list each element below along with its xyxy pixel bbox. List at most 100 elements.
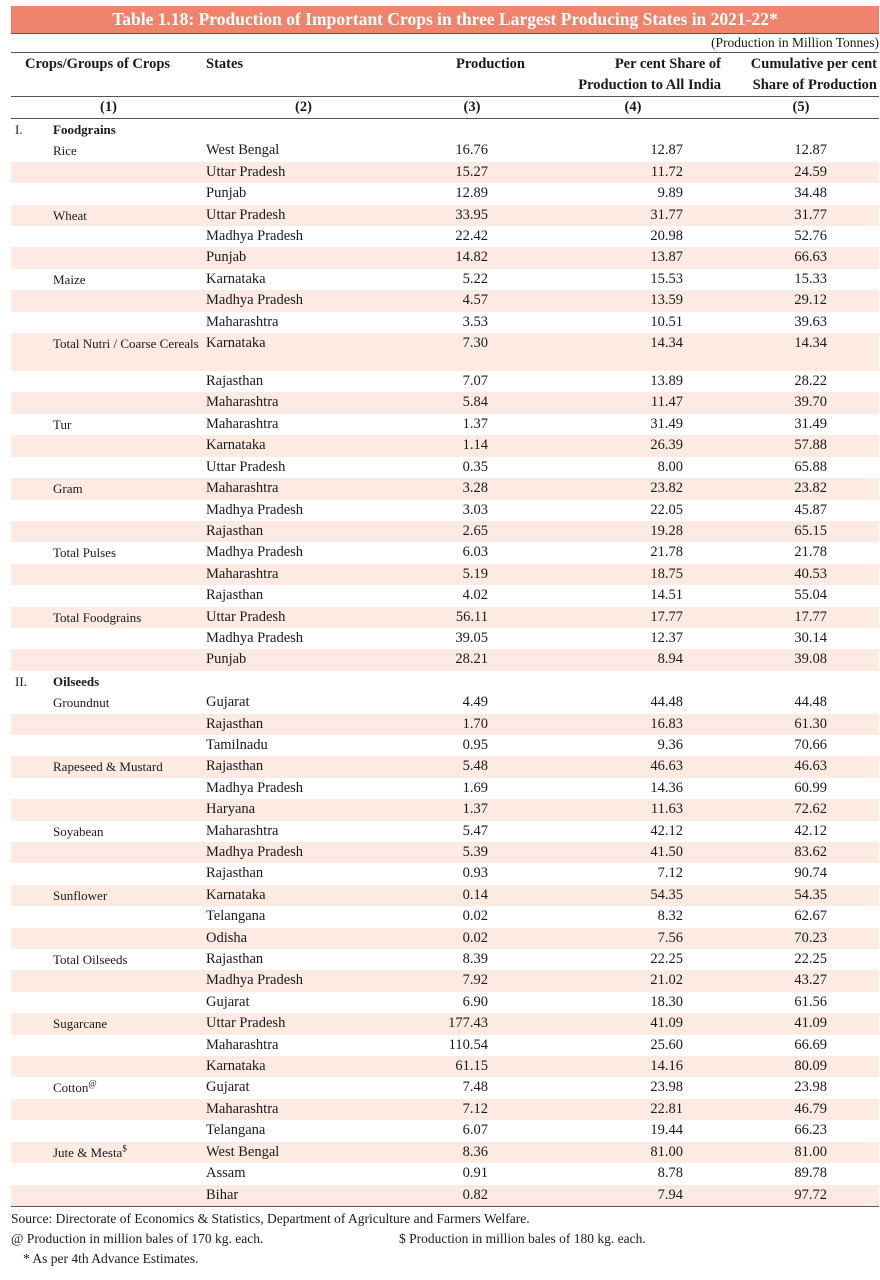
state-name: Madhya Pradesh bbox=[206, 290, 401, 312]
header-num-5: (5) bbox=[723, 96, 879, 119]
production-value: 5.39 bbox=[401, 842, 543, 864]
cumulative-value: 39.70 bbox=[723, 392, 879, 414]
production-value: 7.92 bbox=[401, 970, 543, 992]
table-row: Maharashtra 5.19 18.75 40.53 bbox=[11, 563, 879, 586]
cumulative-value: 31.49 bbox=[794, 415, 827, 432]
jute-footnote: $ Production in million bales of 180 kg.… bbox=[399, 1230, 646, 1246]
crop-name bbox=[11, 842, 206, 864]
production-value: 6.90 bbox=[462, 993, 488, 1010]
share-value: 7.12 bbox=[657, 865, 683, 882]
share-value: 7.94 bbox=[543, 1184, 723, 1207]
share-value: 22.25 bbox=[650, 951, 683, 968]
crop-name bbox=[11, 457, 206, 478]
table-row: Madhya Pradesh 7.92 21.02 43.27 bbox=[11, 970, 879, 992]
header-share: Per cent Share of Production to All Indi… bbox=[543, 52, 723, 97]
production-value: 3.03 bbox=[462, 501, 488, 518]
header-cumulative: Cumulative per cent Share of Production bbox=[723, 52, 879, 97]
crop-name bbox=[11, 927, 206, 950]
share-value: 14.16 bbox=[543, 1056, 723, 1078]
crop-name bbox=[11, 161, 206, 184]
state-name: Maharashtra bbox=[206, 1098, 401, 1121]
table-container: Table 1.18: Production of Important Crop… bbox=[11, 0, 879, 1269]
state-name: Madhya Pradesh bbox=[206, 779, 304, 796]
state-name: Punjab bbox=[206, 247, 401, 269]
header-crops: Crops/Groups of Crops bbox=[11, 52, 206, 97]
table-row: Rajasthan 4.02 14.51 55.04 bbox=[11, 585, 879, 606]
production-value: 39.05 bbox=[455, 629, 488, 646]
section-number: II. bbox=[15, 673, 27, 689]
production-value: 16.76 bbox=[455, 142, 488, 159]
table-body: I. Foodgrains Rice West Bengal 16.76 12.87 12.… bbox=[11, 119, 879, 1207]
crop-label: Rice bbox=[53, 143, 77, 159]
state-name: Rajasthan bbox=[206, 756, 401, 778]
share-value: 18.75 bbox=[543, 563, 723, 586]
share-value: 14.34 bbox=[543, 333, 723, 372]
state-name: Maharashtra bbox=[206, 1036, 279, 1053]
header-states: States bbox=[206, 52, 401, 97]
state-name: Karnataka bbox=[206, 333, 401, 372]
table-row: Madhya Pradesh 39.05 12.37 30.14 bbox=[11, 628, 879, 649]
cumulative-value: 72.62 bbox=[723, 799, 879, 821]
state-name: Maharashtra bbox=[206, 313, 279, 330]
production-value: 56.11 bbox=[401, 606, 543, 628]
table-row: Haryana 1.37 11.63 72.62 bbox=[11, 799, 879, 821]
production-value: 0.82 bbox=[401, 1184, 543, 1207]
share-value: 19.44 bbox=[650, 1122, 683, 1139]
share-value: 7.56 bbox=[543, 927, 723, 950]
share-value: 22.81 bbox=[543, 1098, 723, 1121]
table-row: Telangana 0.02 8.32 62.67 bbox=[11, 906, 879, 927]
crop-name bbox=[11, 1184, 206, 1207]
table-row: Madhya Pradesh 5.39 41.50 83.62 bbox=[11, 842, 879, 864]
production-value: 0.93 bbox=[462, 865, 488, 882]
production-value: 110.54 bbox=[448, 1036, 488, 1053]
state-name: Maharashtra bbox=[206, 478, 401, 500]
table-row: Punjab 12.89 9.89 34.48 bbox=[11, 183, 879, 204]
share-value: 13.59 bbox=[543, 290, 723, 312]
share-value: 14.36 bbox=[650, 779, 683, 796]
cumulative-value: 23.82 bbox=[723, 478, 879, 500]
table-row: Madhya Pradesh 1.69 14.36 60.99 bbox=[11, 778, 879, 799]
share-value: 14.51 bbox=[650, 587, 683, 604]
crop-label: Sugarcane bbox=[53, 1016, 108, 1032]
state-name: West Bengal bbox=[206, 1141, 401, 1164]
production-value: 5.22 bbox=[462, 270, 488, 287]
share-value: 20.98 bbox=[650, 228, 683, 245]
share-value: 19.28 bbox=[543, 520, 723, 543]
production-value: 7.12 bbox=[401, 1098, 543, 1121]
cumulative-value: 62.67 bbox=[794, 908, 827, 925]
share-value: 23.82 bbox=[543, 478, 723, 500]
crop-name bbox=[11, 312, 206, 333]
share-value: 25.60 bbox=[650, 1036, 683, 1053]
production-value: 0.35 bbox=[462, 458, 488, 475]
state-name: Madhya Pradesh bbox=[206, 970, 401, 992]
state-name: Gujarat bbox=[206, 1079, 250, 1096]
header-num-3: (3) bbox=[401, 96, 543, 119]
section-heading: I. Foodgrains bbox=[11, 119, 879, 141]
crop-name bbox=[11, 183, 206, 204]
cumulative-value: 65.15 bbox=[723, 520, 879, 543]
cumulative-value: 40.53 bbox=[723, 563, 879, 586]
table-row: Maharashtra 110.54 25.60 66.69 bbox=[11, 1035, 879, 1056]
crop-label: Jute & Mesta bbox=[53, 1144, 123, 1160]
state-name: Gujarat bbox=[206, 694, 250, 711]
crop-name bbox=[11, 290, 206, 312]
crop-name bbox=[11, 247, 206, 269]
cumulative-value: 42.12 bbox=[794, 822, 827, 839]
cumulative-value: 24.59 bbox=[723, 161, 879, 184]
cumulative-value: 66.63 bbox=[723, 247, 879, 269]
table-row: Maharashtra 3.53 10.51 39.63 bbox=[11, 312, 879, 333]
share-value: 12.37 bbox=[650, 629, 683, 646]
share-value: 8.94 bbox=[543, 649, 723, 671]
state-name: Uttar Pradesh bbox=[206, 161, 401, 184]
crop-production-table: Crops/Groups of Crops States Production … bbox=[11, 52, 879, 1207]
crop-name: Total Oilseeds bbox=[11, 949, 206, 970]
cumulative-value: 46.63 bbox=[723, 756, 879, 778]
share-value: 26.39 bbox=[543, 435, 723, 457]
header-num-1: (1) bbox=[11, 96, 206, 119]
cumulative-value: 45.87 bbox=[794, 501, 827, 518]
cumulative-value: 44.48 bbox=[794, 694, 827, 711]
share-value: 15.53 bbox=[650, 270, 683, 287]
table-row: Groundnut Gujarat 4.49 44.48 44.48 bbox=[11, 692, 879, 713]
crop-name bbox=[11, 563, 206, 586]
state-name: Punjab bbox=[206, 185, 247, 202]
